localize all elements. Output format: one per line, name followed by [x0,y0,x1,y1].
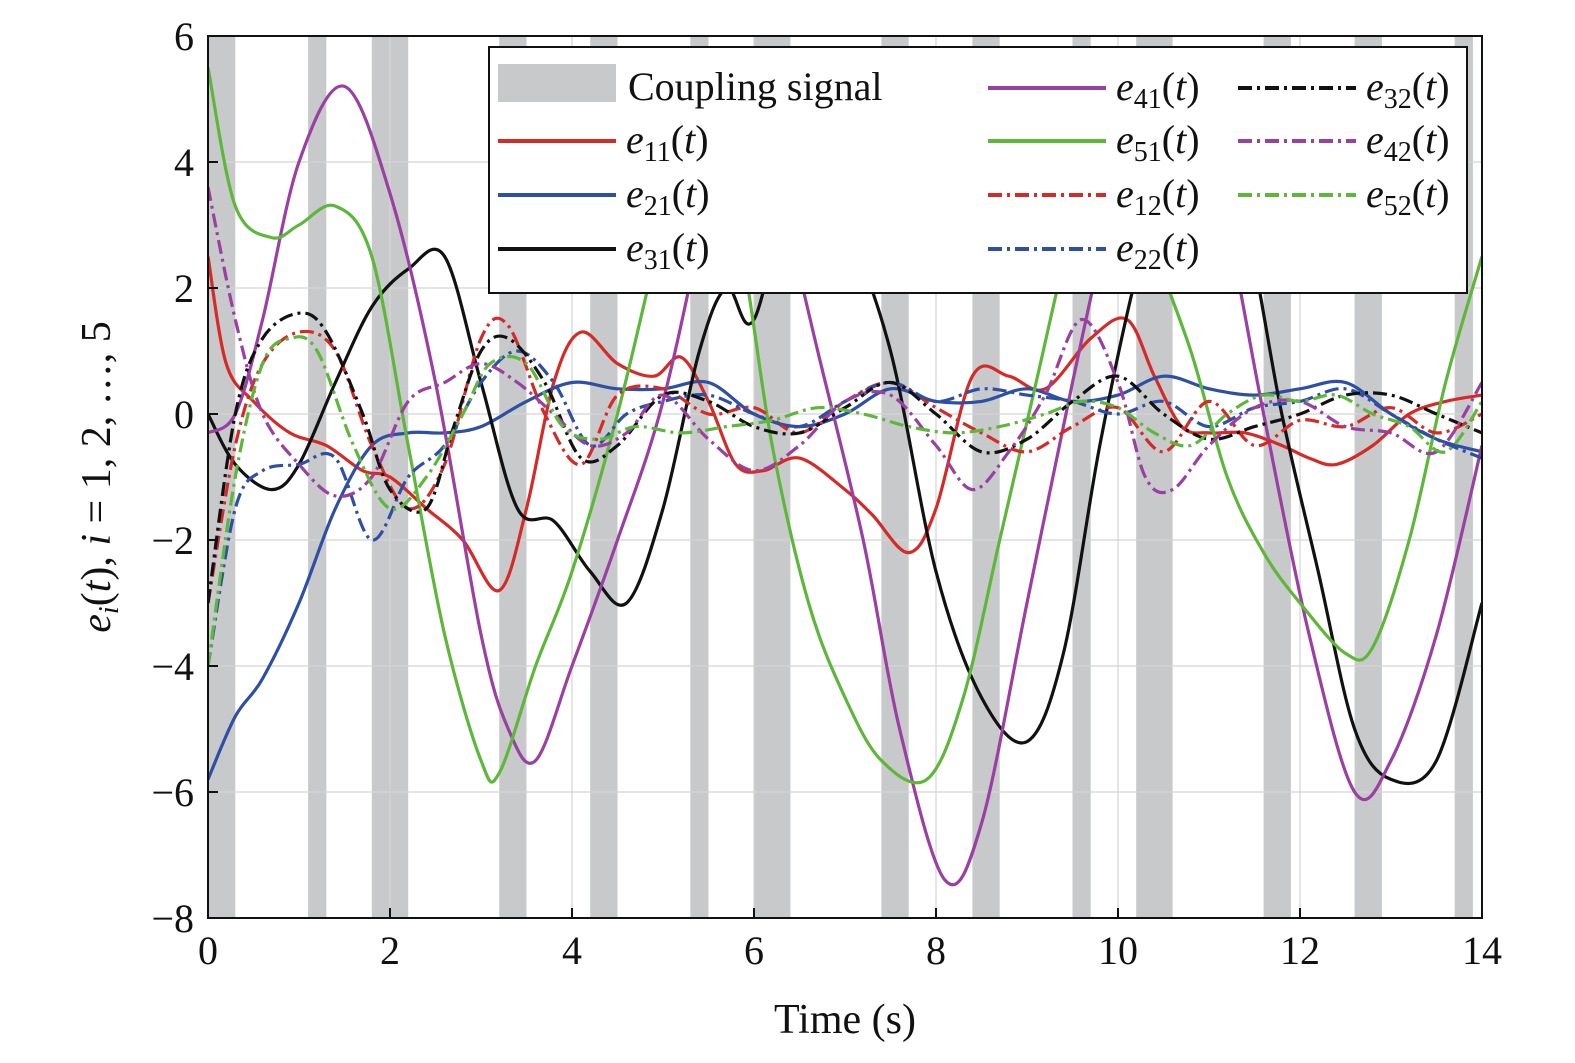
series-line-e41t [208,46,1482,887]
y-tick-label: 6 [174,14,194,59]
y-tick-label: 2 [174,266,194,311]
x-tick-label: 8 [926,928,946,973]
series-lines [208,46,1482,887]
coupling-band [208,36,236,918]
series-line-e42t [208,186,1482,498]
legend-entry: e41(t) [988,64,1200,115]
legend-entry: e52(t) [1238,171,1450,222]
y-tick-label: −4 [151,644,194,689]
y-axis-label: ei(t), i = 1, 2, …, 5 [74,321,125,632]
x-tick-label: 0 [198,928,218,973]
legend-entry: e32(t) [1238,64,1450,115]
series-line-e21t [208,374,1482,781]
legend: Coupling signale11(t)e21(t)e31(t)e41(t)e… [488,46,1468,294]
series-line-e22t [208,349,1482,667]
legend-label: e21(t) [626,171,710,222]
x-tick-label: 10 [1098,928,1138,973]
legend-label: e12(t) [1116,171,1200,222]
legend-label: e42(t) [1366,117,1450,168]
legend-label: e52(t) [1366,171,1450,222]
series-line-e52t [208,335,1482,667]
legend-label: e31(t) [626,225,710,276]
legend-entry: e12(t) [988,171,1200,222]
legend-label: e22(t) [1116,225,1200,276]
y-tick-label: −2 [151,518,194,563]
x-tick-label: 6 [744,928,764,973]
y-tick-label: −6 [151,770,194,815]
y-tick-label: −8 [151,896,194,941]
legend-entry: e31(t) [498,225,710,276]
series-line-e51t [208,67,1482,785]
legend-label: Coupling signal [628,64,882,109]
legend-entry: Coupling signal [498,64,882,109]
y-tick-label: 0 [174,392,194,437]
y-axis-label-group: ei(t), i = 1, 2, …, 5 [74,321,125,632]
legend-label: e51(t) [1116,117,1200,168]
x-tick-label: 14 [1462,928,1502,973]
legend-label: e32(t) [1366,64,1450,115]
legend-entry: e22(t) [988,225,1200,276]
legend-entry: e11(t) [498,117,709,168]
x-tick-label: 12 [1280,928,1320,973]
legend-swatch-band [498,64,616,102]
x-tick-label: 2 [380,928,400,973]
axis-ticks: 0 2 4 6 8 10 12 14 6 4 2 0 −2 −4 −6 −8 [151,14,1502,973]
series-line-e11t [208,256,1482,593]
x-axis-label: Time (s) [774,997,916,1043]
y-tick-label: 4 [174,140,194,185]
x-tick-label: 4 [562,928,582,973]
coupling-band [308,36,327,918]
legend-entry: e51(t) [988,117,1200,168]
legend-entry: e42(t) [1238,117,1450,168]
legend-label: e41(t) [1116,64,1200,115]
legend-label: e11(t) [626,117,709,168]
legend-entry: e21(t) [498,171,710,222]
series-line-e32t [208,311,1482,604]
plot-frame [207,35,1483,919]
